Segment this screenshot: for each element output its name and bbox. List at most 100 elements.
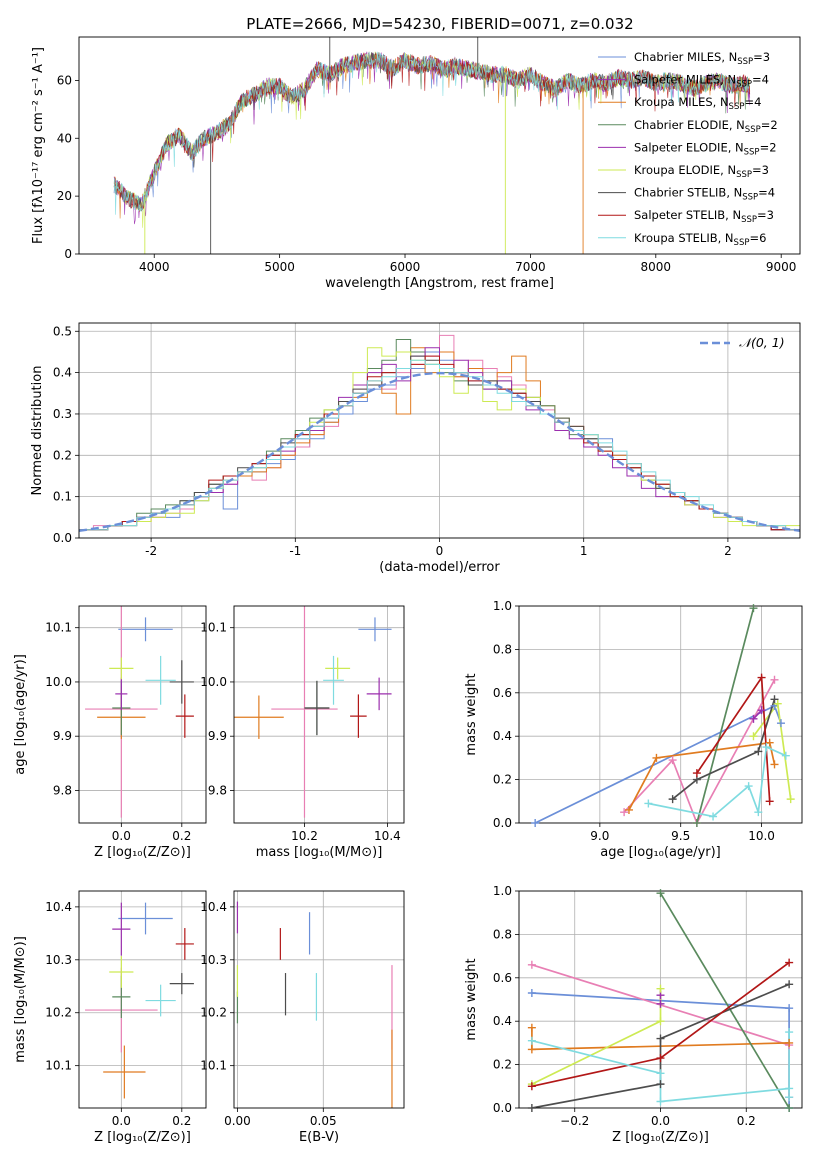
mass_vs_Z-ylabel: mass [log₁₀(M/M⊙)] [13,936,28,1063]
weight_vs_age-series-7-marker-1 [757,673,766,682]
weight_vs_Z-series-8-marker-1 [656,1069,665,1078]
spectrum-xtick-label-1: 5000 [264,260,295,274]
weight_vs_Z-series-6-marker-3 [785,980,794,989]
weight_vs_Z-series-7-marker-0 [527,1082,536,1091]
weight_vs_Z-series-8-marker-5 [785,1093,794,1102]
weight_vs_age-series-6 [672,699,776,800]
mass_vs_Z-point-0 [118,902,173,935]
weight_vs_age-series-8-marker-2 [744,782,753,791]
age_vs_mass-plot-area [234,606,404,823]
spectrum-legend-label-sub-1: SSP [736,80,752,90]
spectrum-legend-label-suffix-7: =3 [757,208,774,222]
age_vs_Z-ytick-label-0: 9.8 [53,783,72,797]
age_vs_mass-ytick-label-2: 10.0 [200,675,227,689]
age_vs_mass-point-1 [271,606,338,818]
weight_vs_age-panel: 9.0 9.5 10.0 0.0 0.2 0.4 0.6 0.8 1.0 age [log₁₀(a… [464,599,803,860]
weight_vs_age-series-8 [648,745,787,818]
mass_vs_EBV-frame [233,890,405,1109]
weight_vs_Z-series-5 [531,988,662,1085]
weight_vs_Z-xtick-label-2: 0.2 [737,1114,756,1128]
spectrum-legend-label-main-0: Chabrier MILES, N [634,50,737,64]
age_vs_mass-ytick-label-0: 9.8 [208,783,227,797]
residuals-xtick-label-1: -1 [289,544,301,558]
weight_vs_age-series-1-marker-0 [620,808,629,817]
age_vs_Z-frame [78,605,207,824]
age_vs_mass-point-2 [234,695,284,739]
weight_vs_Z-series-2-marker-0 [527,1023,536,1032]
weight_vs_age-series-5-marker-2 [786,795,795,804]
weight_vs_Z-ytick-label-2: 0.4 [493,1014,512,1028]
weight_vs_Z-ytick-label-1: 0.2 [493,1058,512,1072]
spectrum-legend-label-0: Chabrier MILES, NSSP=3 [634,50,770,67]
age_vs_Z-point-7 [175,694,194,738]
residuals-xtick-label-4: 2 [724,544,732,558]
residuals-ytick-label-3: 0.3 [53,407,72,421]
age_vs_Z-point-5 [109,657,134,680]
weight_vs_Z-series-7-marker-1 [656,1054,665,1063]
residuals-panel: -2 -1 0 1 2 0.0 0.1 0.2 0.3 0.4 0.5 (data-model)/er… [30,322,801,575]
spectrum-legend-label-suffix-2: =4 [744,95,761,109]
mass_vs_Z-point-6 [169,973,194,995]
spectrum-xtick-label-2: 6000 [390,260,421,274]
spectrum-legend-label-main-3: Chabrier ELODIE, N [634,118,745,132]
weight_vs_Z-series-8-marker-0 [527,1036,536,1045]
age_vs_mass-xtick-label-1: 10.4 [374,829,401,843]
weight_vs_age-series-2 [628,741,776,811]
mass_vs_EBV-ytick-label-0: 10.1 [200,1059,227,1073]
mass_vs_EBV-ytick-label-3: 10.4 [200,900,227,914]
age_vs_Z-panel: 0.0 0.2 9.8 9.9 10.0 10.1 Z [log₁₀(Z/Z⊙)] age [… [13,605,207,860]
age_vs_Z-xlabel: Z [log₁₀(Z/Z⊙)] [94,845,191,860]
weight_vs_age-series-8-marker-4 [762,743,771,752]
weight_vs_age-ytick-label-3: 0.6 [493,686,512,700]
residuals-histogram-8 [79,359,800,538]
weight_vs_age-series-8-marker-3 [754,808,763,817]
spectrum-legend-label-suffix-1: =4 [752,73,769,87]
weight_vs_age-series-4-marker-1 [757,706,766,715]
spectrum-legend-label-sub-4: SSP [744,147,760,157]
weight_vs_Z-series-5-marker-1 [656,1017,665,1026]
mass_vs_Z-xlabel: Z [log₁₀(Z/Z⊙)] [94,1130,191,1145]
spectrum-legend-label-sub-2: SSP [729,102,745,112]
weight_vs_age-ytick-label-2: 0.4 [493,729,512,743]
weight_vs_Z-series-2-marker-1 [527,1045,536,1054]
spectrum-xlabel: wavelength [Angstrom, rest frame] [325,276,554,291]
weight_vs_age-series-1-marker-3 [770,675,779,684]
weight_vs_age-series-3 [696,607,755,823]
weight_vs_age-series-2-marker-2 [765,738,774,747]
spectrum-legend-label-7: Salpeter STELIB, NSSP=3 [634,208,774,225]
residuals-xtick-label-2: 0 [436,544,444,558]
mass_vs_EBV-xtick-label-0: 0.00 [224,1114,251,1128]
age_vs_Z-point-0 [118,617,173,642]
weight_vs_age-series-2-marker-1 [652,753,661,762]
weight_vs_Z-ytick-label-5: 1.0 [493,884,512,898]
weight_vs_Z-series-6-marker-1 [656,1080,665,1089]
weight_vs_Z-series-5-marker-2 [656,984,665,993]
spectrum-legend-label-main-4: Salpeter ELODIE, N [634,140,744,154]
spectrum-ytick-label-1: 20 [57,189,72,203]
age_vs_Z-xtick-label-0: 0.0 [112,829,131,843]
mass_vs_Z-panel: 0.0 0.2 10.1 10.2 10.3 10.4 Z [log₁₀(Z/Z⊙)] mas… [13,890,207,1145]
spectrum-frame [78,36,801,255]
residuals-ytick-label-4: 0.4 [53,366,72,380]
spectrum-ylabel: Flux [fλ10⁻¹⁷ erg cm⁻² s⁻¹ A⁻¹] [31,47,46,244]
spectrum-xtick-label-0: 4000 [139,260,170,274]
weight_vs_age-series-8-marker-0 [644,799,653,808]
weight_vs_age-series-1-marker-1 [668,756,677,765]
spectrum-legend-label-1: Salpeter MILES, NSSP=4 [634,73,769,90]
age_vs_Z-point-8 [145,655,176,705]
mass_vs_Z-plot-area [79,891,206,1108]
spectrum-ytick-label-0: 0 [64,247,72,261]
spectrum-legend-label-sub-5: SSP [736,170,752,180]
weight_vs_age-series-2-marker-0 [624,805,633,814]
age_vs_mass-point-8 [323,655,344,705]
mass_vs_Z-ytick-label-3: 10.4 [45,900,72,914]
weight_vs_age-series-8-marker-5 [781,751,790,760]
weight_vs_Z-ytick-label-4: 0.8 [493,927,512,941]
weight_vs_Z-xtick-label-1: 0.0 [651,1114,670,1128]
mass_vs_Z-frame [78,890,207,1109]
mass_vs_Z-ytick-label-2: 10.3 [45,953,72,967]
age_vs_Z-plot-area [79,606,206,823]
spectrum-legend-label-3: Chabrier ELODIE, NSSP=2 [634,118,778,135]
spectrum-xtick-label-3: 7000 [515,260,546,274]
weight_vs_Z-series-3-marker-0 [656,889,665,898]
